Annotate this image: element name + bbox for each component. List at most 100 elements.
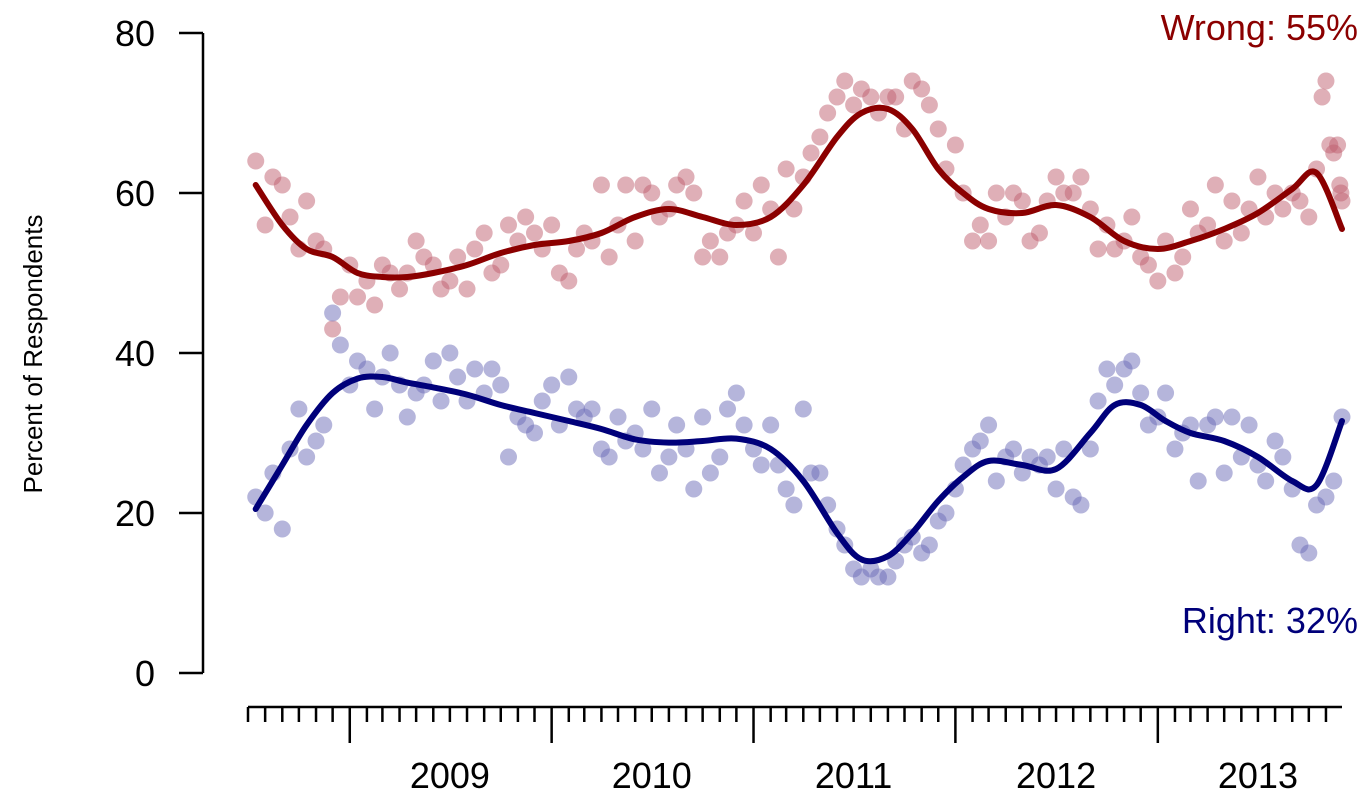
right-data-point [1047, 480, 1065, 498]
wrong-data-point [836, 72, 854, 90]
wrong-data-point [1139, 256, 1157, 274]
wrong-data-point [811, 128, 829, 146]
right-data-point [1300, 544, 1318, 562]
wrong-data-point [777, 160, 795, 178]
right-data-point [1157, 384, 1175, 402]
wrong-data-point [500, 216, 518, 234]
right-data-point [1038, 448, 1056, 466]
right-data-point [1081, 440, 1099, 458]
wrong-data-point [711, 248, 729, 266]
y-tick-label: 20 [115, 493, 155, 534]
right-data-point [785, 496, 803, 514]
wrong-data-point [441, 272, 459, 290]
right-data-point [483, 360, 501, 378]
wrong-data-point [677, 168, 695, 186]
right-data-point [358, 360, 376, 378]
wrong-data-point [331, 288, 349, 306]
right-data-point [1089, 392, 1107, 410]
wrong-data-point [626, 232, 644, 250]
right-data-point [1055, 440, 1073, 458]
right-data-point [331, 336, 349, 354]
y-tick-label: 40 [115, 333, 155, 374]
wrong-data-point [1047, 168, 1065, 186]
right-data-point [1072, 496, 1090, 514]
wrong-data-point [1291, 192, 1309, 210]
x-tick-label: 2011 [815, 755, 892, 794]
wrong-data-point [1206, 176, 1224, 194]
right-data-point [298, 448, 316, 466]
wrong-data-point [1089, 240, 1107, 258]
right-data-point [273, 520, 291, 538]
wrong-data-point [1232, 224, 1250, 242]
right-data-point [1223, 408, 1241, 426]
wrong-series-label: Wrong: 55% [1161, 7, 1358, 48]
wrong-data-point [281, 208, 299, 226]
wrong-data-point [862, 88, 880, 106]
right-data-point [1274, 448, 1292, 466]
right-data-point [256, 504, 274, 522]
right-data-point [441, 344, 459, 362]
right-data-point [660, 448, 678, 466]
wrong-data-point [247, 152, 265, 170]
y-axis: 0 20 40 60 80 [115, 13, 205, 694]
right-data-point [634, 440, 652, 458]
wrong-data-point [407, 232, 425, 250]
wrong-data-point [1329, 136, 1347, 154]
right-data-point [290, 400, 308, 418]
wrong-data-point [560, 272, 578, 290]
wrong-trend-line [252, 104, 1345, 281]
wrong-data-point [845, 96, 863, 114]
wrong-data-point [492, 256, 510, 274]
wrong-data-point [617, 176, 635, 194]
right-data-point [1266, 432, 1284, 450]
wrong-data-point [802, 144, 820, 162]
right-data-point [694, 408, 712, 426]
wrong-data-point [449, 248, 467, 266]
wrong-data-point [1030, 224, 1048, 242]
wrong-data-point [1249, 168, 1267, 186]
right-data-point [583, 400, 601, 418]
right-data-point [1317, 488, 1335, 506]
right-data-point [701, 464, 719, 482]
wrong-data-point [466, 240, 484, 258]
wrong-data-point [913, 80, 931, 98]
wrong-data-point [1313, 88, 1331, 106]
wrong-data-point [1166, 264, 1184, 282]
wrong-data-point [1072, 168, 1090, 186]
right-data-point [735, 416, 753, 434]
wrong-data-point [745, 224, 763, 242]
right-data-point [711, 448, 729, 466]
scatter-points [247, 72, 1351, 586]
wrong-data-point [1123, 208, 1141, 226]
wrong-data-point [458, 280, 476, 298]
right-data-point [424, 352, 442, 370]
right-data-point [920, 536, 938, 554]
right-data-point [1240, 416, 1258, 434]
wrong-data-point [349, 288, 367, 306]
right-data-point [1166, 440, 1184, 458]
y-axis-label: Percent of Respondents [18, 215, 48, 494]
x-tick-label: 2009 [410, 755, 490, 794]
right-data-point [1132, 384, 1150, 402]
wrong-data-point [568, 240, 586, 258]
wrong-data-point [987, 184, 1005, 202]
wrong-data-point [701, 232, 719, 250]
x-tick-label: 2013 [1218, 755, 1298, 794]
wrong-data-point [752, 176, 770, 194]
wrong-data-point [391, 280, 409, 298]
right-data-point [324, 304, 342, 322]
right-data-point [811, 464, 829, 482]
wrong-data-point [980, 232, 998, 250]
right-data-point [500, 448, 518, 466]
wrong-data-point [366, 296, 384, 314]
wrong-data-point [828, 88, 846, 106]
right-data-point [987, 472, 1005, 490]
right-data-point [366, 400, 384, 418]
right-data-point [533, 392, 551, 410]
wrong-data-point [887, 88, 905, 106]
x-axis: 2009 2010 2011 2012 2013 [246, 705, 1342, 794]
right-data-point [381, 344, 399, 362]
wrong-data-point [685, 184, 703, 202]
wrong-data-point [819, 104, 837, 122]
right-data-point [543, 376, 561, 394]
